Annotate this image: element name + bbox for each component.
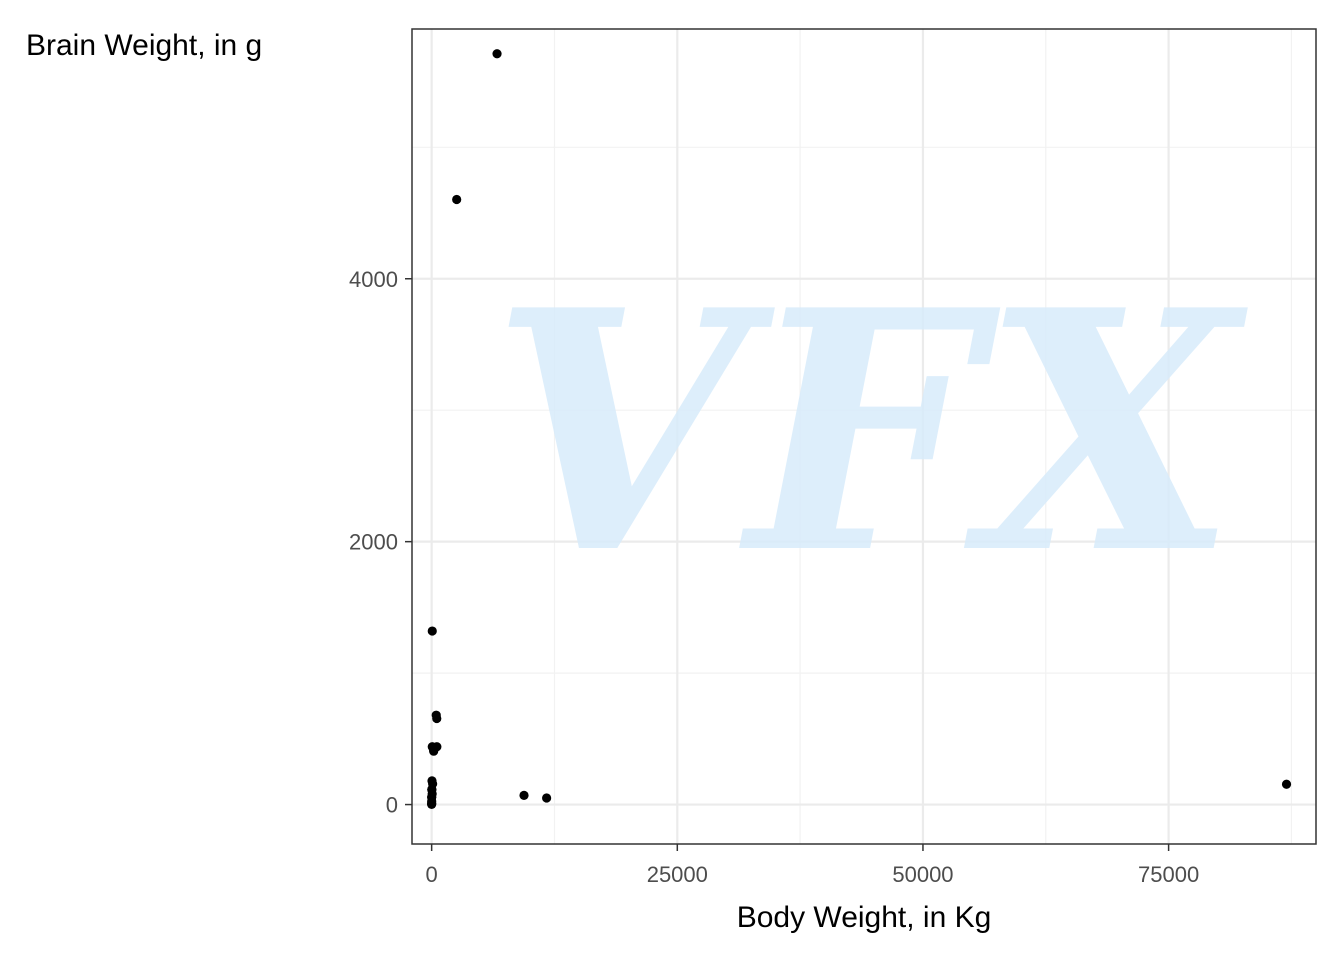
grid-lines <box>412 29 1316 844</box>
watermark: VFX <box>491 238 1249 626</box>
y-tick-label: 4000 <box>349 267 398 292</box>
axes: 0 25000 50000 75000 0 2000 4000 <box>349 267 1199 887</box>
data-point <box>427 626 437 636</box>
x-tick-label: 0 <box>426 862 438 887</box>
data-point <box>427 742 437 752</box>
plot-background <box>412 29 1316 844</box>
y-axis-title: Brain Weight, in g <box>26 29 262 62</box>
data-point <box>452 194 462 205</box>
x-tick-label: 25000 <box>647 862 708 887</box>
x-tick-label: 50000 <box>892 862 953 887</box>
data-point <box>427 792 437 802</box>
plot-border <box>411 28 1317 845</box>
data-point <box>1281 779 1292 789</box>
y-tick-label: 2000 <box>349 530 398 555</box>
data-point <box>519 790 529 800</box>
data-point <box>431 710 441 720</box>
data-point <box>492 49 502 59</box>
y-tick-label: 0 <box>386 793 398 818</box>
x-tick-label: 75000 <box>1138 862 1199 887</box>
x-axis-title: Body Weight, in Kg <box>737 901 992 934</box>
data-point <box>542 793 552 803</box>
data-points <box>427 49 1292 810</box>
